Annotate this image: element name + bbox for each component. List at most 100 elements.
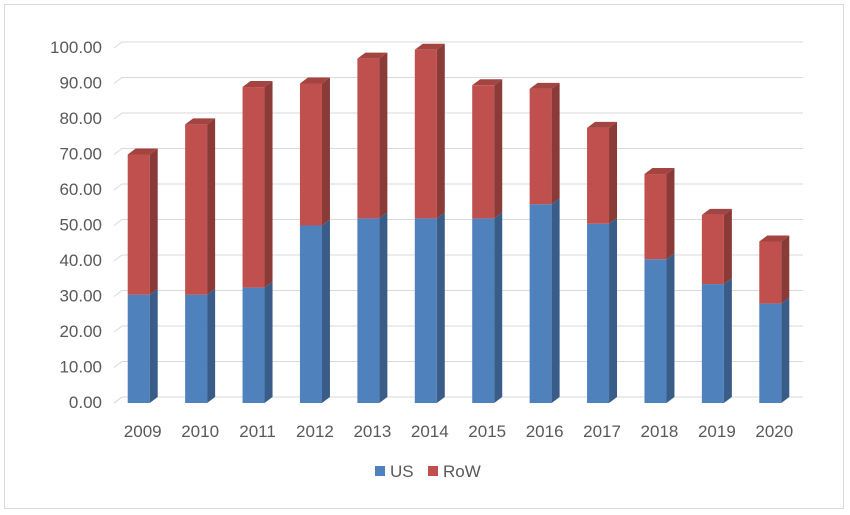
bar-side-row-2011: [264, 81, 273, 288]
x-tick-label: 2011: [239, 422, 276, 441]
chart-frame: 0.00 10.00 20.00 30.00 40.00 50.00 60.00 70.00 8…: [4, 4, 844, 509]
bar-top-2019: [701, 208, 732, 215]
gridline: [113, 396, 803, 404]
bar-side-row-2010: [207, 118, 216, 295]
bar-top-2015: [472, 79, 503, 86]
gridline: [113, 183, 803, 191]
bar-top-2018: [644, 168, 675, 175]
bar-us-2009: [127, 294, 150, 403]
x-tick-label: 2016: [526, 422, 564, 441]
bar-side-us-2010: [207, 288, 216, 403]
gridline: [113, 290, 803, 297]
legend-swatch-row: [428, 466, 438, 476]
bar-us-2018: [644, 259, 667, 403]
bar-side-row-2015: [494, 79, 503, 219]
bar-top-2012: [299, 77, 330, 84]
bar-us-2011: [242, 287, 265, 403]
gridline: [113, 325, 803, 333]
x-tick-label: 2019: [698, 422, 736, 441]
bar-us-2020: [759, 303, 782, 403]
y-tick-label: 70.00: [59, 145, 102, 164]
bar-side-row-2018: [666, 168, 675, 260]
bar-top-2014: [414, 43, 445, 50]
x-tick-label: 2012: [296, 422, 334, 441]
x-tick-label: 2015: [468, 422, 506, 441]
bar-side-us-2012: [321, 219, 330, 403]
bars: [127, 43, 790, 403]
bar-row-2017: [587, 127, 610, 224]
y-tick-label: 50.00: [59, 216, 102, 235]
gridline: [113, 361, 803, 368]
bar-side-us-2017: [609, 217, 618, 403]
bar-side-row-2017: [609, 121, 618, 224]
bar-row-2011: [242, 87, 265, 288]
floor-edge: [113, 396, 123, 404]
bar-row-2012: [299, 83, 322, 226]
legend-label-us: US: [390, 462, 414, 481]
bar-us-2010: [185, 294, 208, 403]
bar-side-us-2013: [379, 212, 388, 403]
bar-side-us-2015: [494, 212, 503, 403]
gridline: [113, 219, 803, 226]
bar-row-2015: [472, 85, 495, 219]
bar-us-2012: [299, 225, 322, 403]
y-tick-label: 80.00: [59, 109, 102, 128]
legend-swatch-us: [375, 466, 385, 476]
gridline: [113, 112, 803, 120]
legend: US RoW: [375, 462, 481, 481]
bar-side-row-2019: [723, 208, 732, 285]
bar-top-2010: [185, 118, 216, 125]
y-tick-label: 30.00: [59, 287, 102, 306]
x-tick-label: 2018: [641, 422, 679, 441]
bar-row-2020: [759, 241, 782, 304]
y-tick-label: 100.00: [50, 38, 102, 57]
bar-side-us-2014: [436, 212, 445, 403]
x-tick-label: 2014: [411, 422, 449, 441]
bar-row-2014: [414, 49, 437, 219]
gridlines: [113, 41, 803, 404]
y-tick-label: 0.00: [69, 393, 102, 412]
y-tick-label: 90.00: [59, 74, 102, 93]
gridline: [113, 148, 803, 155]
bar-side-us-2020: [781, 297, 790, 403]
bar-side-row-2016: [551, 82, 560, 205]
y-axis-tick-labels: 0.00 10.00 20.00 30.00 40.00 50.00 60.00 70.00 8…: [50, 38, 102, 412]
bar-side-us-2011: [264, 281, 273, 403]
bar-us-2016: [529, 204, 552, 403]
x-tick-label: 2020: [755, 422, 793, 441]
y-tick-label: 20.00: [59, 322, 102, 341]
x-tick-label: 2017: [583, 422, 621, 441]
bar-top-2011: [242, 81, 273, 88]
bar-side-row-2012: [321, 77, 330, 226]
gridline: [113, 77, 803, 84]
bar-us-2015: [472, 218, 495, 403]
bar-side-row-2013: [379, 52, 388, 219]
bar-side-us-2018: [666, 253, 675, 403]
bar-us-2013: [357, 218, 380, 403]
bar-side-row-2009: [149, 148, 158, 295]
bar-row-2009: [127, 154, 150, 295]
legend-label-row: RoW: [443, 462, 481, 481]
stacked-bar-chart: 0.00 10.00 20.00 30.00 40.00 50.00 60.00 70.00 8…: [50, 38, 803, 481]
gridline: [113, 41, 803, 49]
bar-row-2013: [357, 58, 380, 219]
bar-us-2017: [587, 223, 610, 403]
bar-top-2017: [587, 121, 618, 128]
y-tick-label: 10.00: [59, 358, 102, 377]
x-tick-label: 2013: [353, 422, 391, 441]
bar-row-2010: [185, 124, 208, 295]
bar-row-2016: [529, 88, 552, 205]
x-tick-label: 2010: [181, 422, 219, 441]
gridline: [113, 254, 803, 262]
y-tick-label: 40.00: [59, 251, 102, 270]
bar-side-row-2020: [781, 235, 790, 304]
bar-us-2019: [701, 284, 724, 403]
bar-row-2019: [701, 214, 724, 285]
bar-side-us-2016: [551, 198, 560, 403]
bar-us-2014: [414, 218, 437, 403]
bar-top-2009: [127, 148, 158, 155]
bar-top-2020: [759, 235, 790, 242]
bar-top-2013: [357, 52, 388, 59]
bar-top-2016: [529, 82, 560, 89]
bar-side-us-2009: [149, 288, 158, 403]
